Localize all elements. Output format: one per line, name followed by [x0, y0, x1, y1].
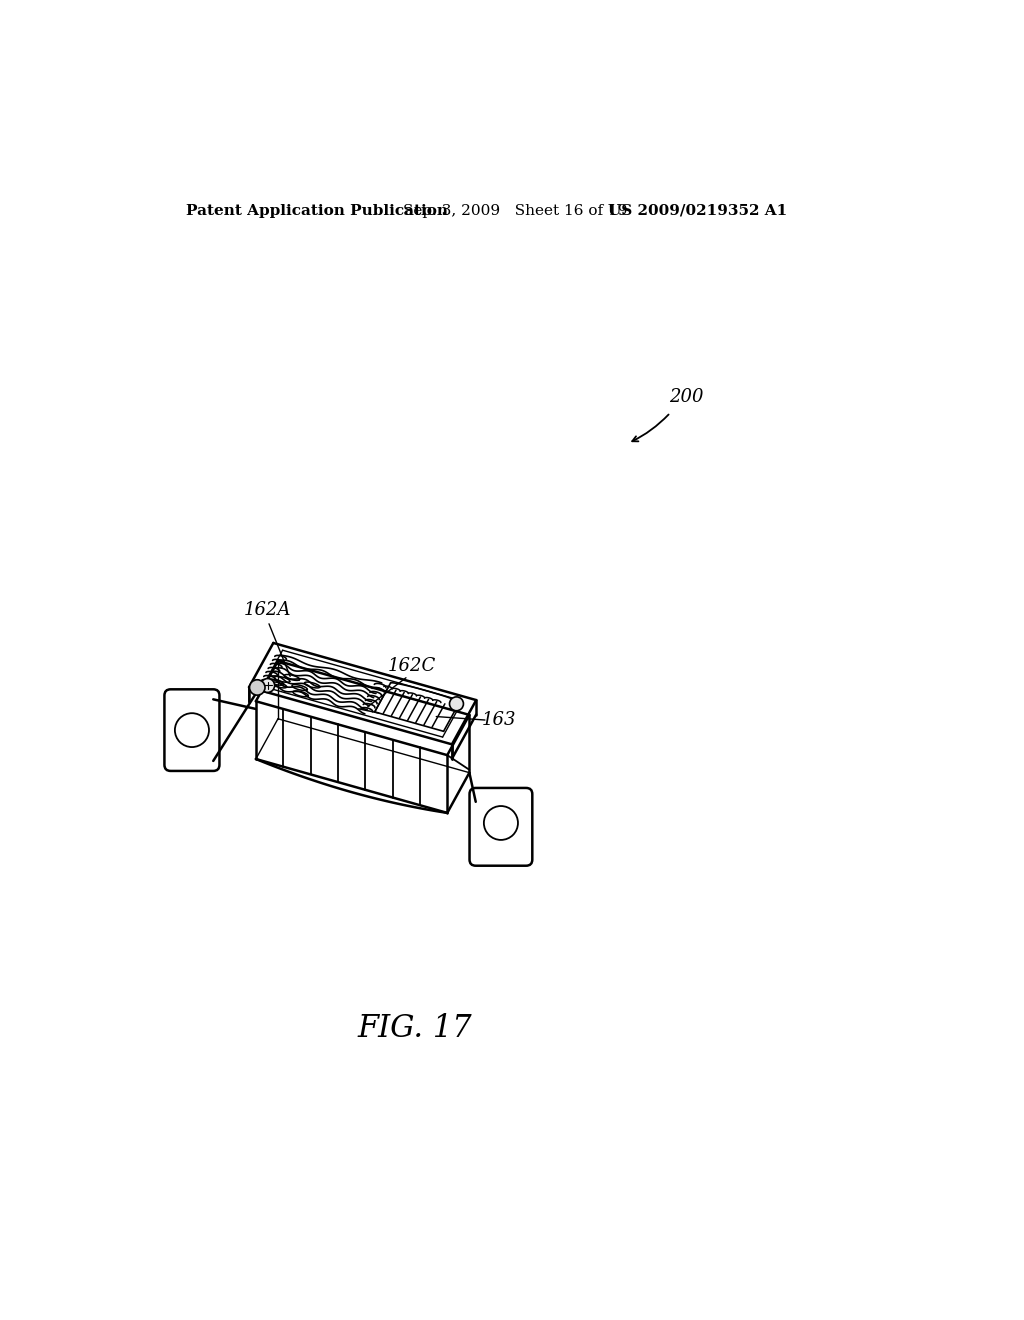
Text: US 2009/0219352 A1: US 2009/0219352 A1: [608, 203, 787, 218]
Text: 162C: 162C: [388, 657, 436, 675]
Text: 200: 200: [669, 388, 703, 407]
Circle shape: [250, 680, 265, 696]
Text: 162A: 162A: [244, 601, 292, 619]
Circle shape: [261, 678, 274, 693]
Text: FIG. 17: FIG. 17: [357, 1012, 472, 1044]
Text: Patent Application Publication: Patent Application Publication: [186, 203, 449, 218]
Text: 163: 163: [482, 711, 516, 729]
Text: Sep. 3, 2009   Sheet 16 of 19: Sep. 3, 2009 Sheet 16 of 19: [403, 203, 628, 218]
Circle shape: [450, 697, 464, 710]
